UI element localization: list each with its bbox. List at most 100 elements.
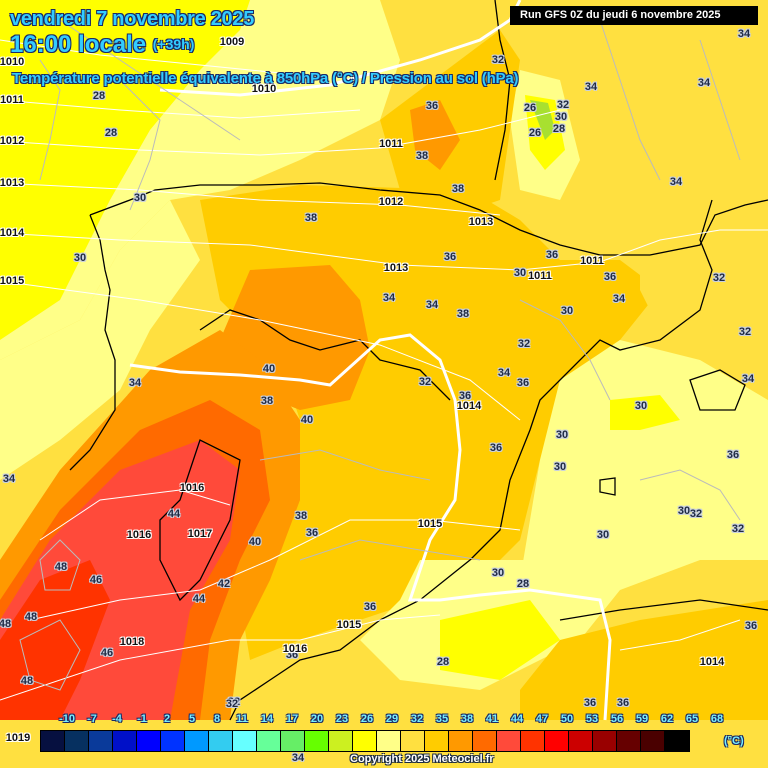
- forecast-time-label: 16:00 locale: [10, 31, 147, 58]
- legend-tick-label: -1: [137, 713, 147, 725]
- temperature-label: 32: [689, 508, 703, 520]
- legend-swatch: [377, 731, 401, 751]
- pressure-label: 1015: [336, 619, 362, 631]
- temperature-label: 34: [497, 367, 511, 379]
- pressure-label: 1010: [0, 56, 25, 68]
- legend-tick-label: 8: [213, 713, 221, 725]
- temperature-label: 40: [248, 536, 262, 548]
- legend-swatch: [281, 731, 305, 751]
- temperature-label: 34: [612, 293, 626, 305]
- temperature-label: 30: [513, 267, 527, 279]
- temperature-label: 32: [731, 523, 745, 535]
- temperature-label: 30: [133, 192, 147, 204]
- temperature-label: 40: [262, 363, 276, 375]
- legend-ticks: -10 -7 -4 -1 2 5 8 11 14 17 20 23 26 29 32 35 38 41 44 47 50…: [0, 713, 768, 727]
- legend-tick-label: 20: [310, 713, 324, 725]
- temperature-label: 46: [100, 647, 114, 659]
- legend-swatch: [161, 731, 185, 751]
- legend-swatch: [113, 731, 137, 751]
- temperature-label: 34: [382, 292, 396, 304]
- temperature-label: 44: [167, 508, 181, 520]
- temperature-label: 34: [425, 299, 439, 311]
- legend-tick-label: 56: [610, 713, 624, 725]
- temperature-label: 38: [456, 308, 470, 320]
- temperature-label: 30: [491, 567, 505, 579]
- temperature-label: 48: [24, 611, 38, 623]
- temperature-label: 36: [545, 249, 559, 261]
- temperature-label: 38: [260, 395, 274, 407]
- legend-tick-label: 50: [560, 713, 574, 725]
- temperature-label: 32: [418, 376, 432, 388]
- pressure-label: 1014: [699, 656, 725, 668]
- legend-tick-label: 68: [710, 713, 724, 725]
- temperature-label: 30: [553, 461, 567, 473]
- legend-swatch: [233, 731, 257, 751]
- temperature-label: 30: [596, 529, 610, 541]
- forecast-time: 16:00 locale (+39h): [10, 31, 194, 59]
- legend-swatch: [89, 731, 113, 751]
- temperature-label: 34: [669, 176, 683, 188]
- pressure-label: 1011: [580, 255, 604, 267]
- temperature-label: 32: [227, 696, 241, 708]
- legend-tick-label: 62: [660, 713, 674, 725]
- temperature-label: 26: [523, 102, 537, 114]
- temperature-label: 36: [583, 697, 597, 709]
- temperature-label: 30: [555, 429, 569, 441]
- legend-swatch: [137, 731, 161, 751]
- temperature-label: 36: [443, 251, 457, 263]
- temperature-label: 30: [554, 111, 568, 123]
- temperature-label: 36: [516, 377, 530, 389]
- temperature-label: 36: [458, 390, 472, 402]
- legend-swatch: [497, 731, 521, 751]
- pressure-label: 1010: [251, 83, 277, 95]
- legend-swatch: [473, 731, 497, 751]
- model-run-label: Run GFS 0Z du jeudi 6 novembre 2025: [510, 6, 758, 25]
- legend-swatch: [257, 731, 281, 751]
- legend-tick-label: 32: [410, 713, 424, 725]
- forecast-lead-time: (+39h): [152, 36, 195, 52]
- pressure-label: 1014: [0, 227, 25, 239]
- temperature-label: 32: [712, 272, 726, 284]
- temperature-label: 34: [741, 373, 755, 385]
- legend-swatch: [401, 731, 425, 751]
- legend-tick-label: 47: [535, 713, 549, 725]
- temperature-label: 26: [528, 127, 542, 139]
- temperature-label: 30: [677, 505, 691, 517]
- legend-tick-label: 44: [510, 713, 524, 725]
- pressure-label: 1014: [456, 400, 482, 412]
- legend-tick-label: 35: [435, 713, 449, 725]
- temperature-label: 36: [305, 527, 319, 539]
- temperature-label: 28: [436, 656, 450, 668]
- temperature-label: 42: [217, 578, 231, 590]
- temperature-label: 36: [616, 697, 630, 709]
- pressure-label: 1013: [0, 177, 25, 189]
- temperature-label: 38: [294, 510, 308, 522]
- legend-tick-label: 41: [485, 713, 499, 725]
- legend-tick-label: 26: [360, 713, 374, 725]
- legend-swatch: [617, 731, 641, 751]
- temperature-label: 38: [451, 183, 465, 195]
- pressure-label: 1019: [5, 732, 31, 744]
- temperature-label: 46: [89, 574, 103, 586]
- legend-swatch: [425, 731, 449, 751]
- temperature-label: 34: [291, 752, 305, 764]
- temperature-label: 30: [634, 400, 648, 412]
- pressure-label: 1015: [417, 518, 443, 530]
- temperature-label: 40: [300, 414, 314, 426]
- legend-tick-label: 23: [335, 713, 349, 725]
- legend-swatch: [545, 731, 569, 751]
- temperature-label: 28: [104, 127, 118, 139]
- temperature-label: 32: [556, 99, 570, 111]
- legend-swatch: [209, 731, 233, 751]
- legend-swatch: [41, 731, 65, 751]
- temperature-label: 32: [225, 698, 239, 710]
- temperature-label: 36: [285, 649, 299, 661]
- temperature-label: 34: [737, 28, 751, 40]
- legend-tick-label: -4: [112, 713, 122, 725]
- pressure-label: 1009: [219, 36, 245, 48]
- temperature-label: 30: [560, 305, 574, 317]
- legend-swatch: [641, 731, 665, 751]
- temperature-label: 28: [92, 90, 106, 102]
- pressure-label: 1012: [0, 135, 25, 147]
- temperature-label: 48: [0, 618, 12, 630]
